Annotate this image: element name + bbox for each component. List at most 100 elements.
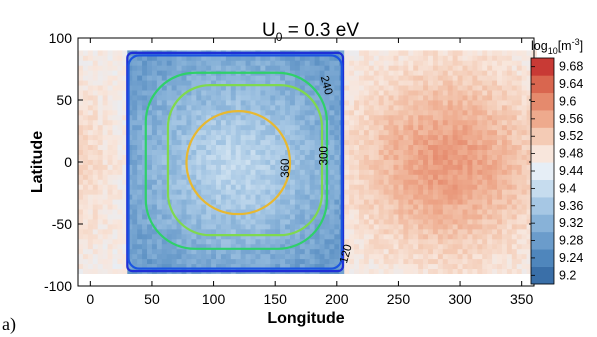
heatmap-cell <box>442 144 449 150</box>
heatmap-cell <box>191 95 197 101</box>
heatmap-cell <box>447 243 454 250</box>
heatmap-cell <box>275 65 281 71</box>
heatmap-cell <box>403 224 409 230</box>
heatmap-cell <box>220 248 227 255</box>
heatmap-cell <box>487 90 493 96</box>
heatmap-cell <box>304 194 311 200</box>
heatmap-cell <box>260 184 266 190</box>
heatmap-cell <box>477 199 483 205</box>
heatmap-cell <box>270 144 276 150</box>
heatmap-cell <box>354 219 360 225</box>
heatmap-cell <box>176 224 182 230</box>
heatmap-cell <box>373 248 380 255</box>
heatmap-cell <box>358 169 365 175</box>
heatmap-cell <box>309 219 316 225</box>
heatmap-cell <box>225 114 232 121</box>
heatmap-cell <box>87 169 94 175</box>
heatmap-cell <box>437 139 444 146</box>
heatmap-cell <box>472 80 478 86</box>
heatmap-cell <box>87 124 94 131</box>
heatmap-cell <box>112 104 118 111</box>
heatmap-cell <box>161 219 168 225</box>
heatmap-cell <box>442 243 449 250</box>
heatmap-cell <box>358 184 365 190</box>
heatmap-cell <box>398 139 404 146</box>
heatmap-cell <box>112 50 118 56</box>
heatmap-cell <box>299 164 306 170</box>
heatmap-cell <box>107 95 113 101</box>
heatmap-cell <box>216 228 222 235</box>
heatmap-cell <box>78 243 84 250</box>
heatmap-cell <box>289 164 296 170</box>
heatmap-cell <box>472 243 478 250</box>
heatmap-cell <box>497 60 503 66</box>
heatmap-cell <box>363 144 370 150</box>
heatmap-cell <box>285 100 291 106</box>
heatmap-cell <box>206 75 212 81</box>
heatmap-cell <box>492 179 498 185</box>
heatmap-cell <box>211 119 217 126</box>
heatmap-cell <box>383 248 389 255</box>
heatmap-cell <box>240 228 247 235</box>
heatmap-cell <box>442 50 449 56</box>
heatmap-cell <box>344 199 350 205</box>
heatmap-cell <box>413 104 419 111</box>
heatmap-cell <box>462 268 468 274</box>
heatmap-cell <box>373 219 380 225</box>
heatmap-cell <box>472 164 478 170</box>
heatmap-cell <box>265 80 271 86</box>
heatmap-cell <box>176 214 182 220</box>
heatmap-cell <box>477 159 483 165</box>
heatmap-cell <box>462 114 468 121</box>
heatmap-cell <box>428 104 434 111</box>
heatmap-cell <box>285 95 291 101</box>
heatmap-cell <box>526 129 532 136</box>
heatmap-cell <box>403 169 409 175</box>
heatmap-cell <box>260 238 266 245</box>
heatmap-cell <box>378 70 385 76</box>
heatmap-cell <box>442 55 449 61</box>
heatmap-cell <box>230 263 237 270</box>
heatmap-cell <box>492 119 498 126</box>
heatmap-cell <box>492 109 498 116</box>
heatmap-cell <box>388 124 394 131</box>
heatmap-cell <box>432 258 439 265</box>
heatmap-cell <box>176 179 182 185</box>
heatmap-cell <box>457 258 463 265</box>
heatmap-cell <box>506 55 513 61</box>
heatmap-cell <box>107 174 113 180</box>
heatmap-cell <box>497 149 503 155</box>
heatmap-cell <box>289 159 296 165</box>
heatmap-cell <box>511 95 518 101</box>
heatmap-cell <box>265 243 271 250</box>
heatmap-cell <box>240 134 247 141</box>
heatmap-cell <box>432 263 439 270</box>
heatmap-cell <box>270 253 276 260</box>
heatmap-cell <box>334 243 340 250</box>
heatmap-cell <box>112 194 118 200</box>
heatmap-cell <box>492 224 498 230</box>
heatmap-cell <box>171 219 177 225</box>
heatmap-cell <box>403 258 409 265</box>
heatmap-cell <box>398 104 404 111</box>
heatmap-cell <box>87 268 94 274</box>
heatmap-cell <box>132 154 138 160</box>
heatmap-cell <box>511 60 518 66</box>
heatmap-cell <box>196 85 202 91</box>
heatmap-cell <box>324 219 330 225</box>
heatmap-cell <box>102 179 108 185</box>
heatmap-cell <box>437 233 444 240</box>
heatmap-cell <box>216 55 222 61</box>
heatmap-cell <box>191 243 197 250</box>
heatmap-cell <box>122 90 128 96</box>
heatmap-cell <box>102 233 108 240</box>
heatmap-cell <box>408 164 414 170</box>
heatmap-cell <box>260 248 266 255</box>
heatmap-cell <box>398 214 404 220</box>
heatmap-cell <box>472 189 478 195</box>
heatmap-cell <box>82 55 89 61</box>
heatmap-cell <box>383 144 389 150</box>
heatmap-cell <box>477 179 483 185</box>
heatmap-cell <box>265 124 271 131</box>
heatmap-cell <box>506 174 513 180</box>
